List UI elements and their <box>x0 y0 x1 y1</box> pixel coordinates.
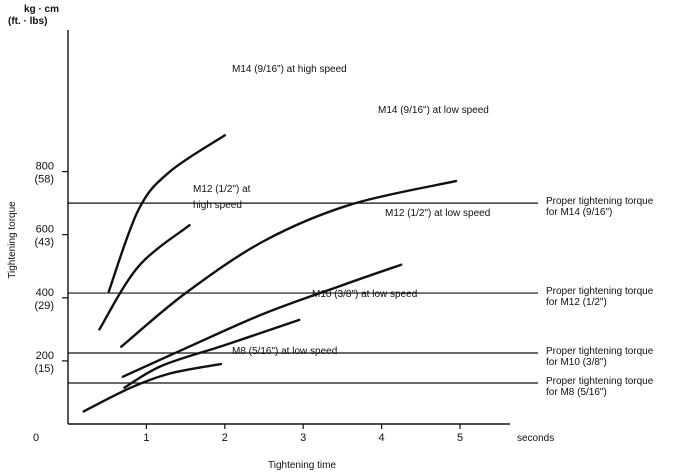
reference-label-line-2: for M10 (3/8") <box>546 357 607 368</box>
x-tick-label: 3 <box>300 432 306 444</box>
y-tick-sublabel: (43) <box>34 237 54 249</box>
series-label: M14 (9/16") at low speed <box>378 105 489 116</box>
series-line <box>107 134 226 293</box>
y-axis-title: Tightening torque <box>7 201 18 279</box>
reference-label-line-1: Proper tightening torque <box>546 346 654 357</box>
x-tick-label: 5 <box>457 432 463 444</box>
series-label: M14 (9/16") at high speed <box>232 64 347 75</box>
series-line <box>120 179 458 348</box>
x-axis-title: Tightening time <box>268 460 336 471</box>
reference-label-line-1: Proper tightening torque <box>546 196 654 207</box>
x-tick-label: 1 <box>143 432 149 444</box>
x-unit-label: seconds <box>517 433 554 444</box>
series-label: high speed <box>193 200 242 211</box>
series-label: M12 (1/2") at <box>193 184 251 195</box>
y-tick-label: 600 <box>36 224 54 236</box>
series-label: M10 (3/8") at low speed <box>312 289 417 300</box>
y-unit-line-1: kg · cm <box>24 4 59 15</box>
series-line <box>123 318 301 389</box>
x-tick-label: 0 <box>33 432 39 444</box>
y-tick-label: 200 <box>36 350 54 362</box>
y-tick-label: 800 <box>36 161 54 173</box>
y-tick-sublabel: (58) <box>34 174 54 186</box>
series-line <box>121 263 403 378</box>
series-label: M12 (1/2") at low speed <box>385 208 490 219</box>
reference-label-line-2: for M14 (9/16") <box>546 207 612 218</box>
reference-label-line-1: Proper tightening torque <box>546 376 654 387</box>
reference-label-line-2: for M12 (1/2") <box>546 297 607 308</box>
y-tick-sublabel: (29) <box>34 300 54 312</box>
series-label: M8 (5/16") at low speed <box>232 346 337 357</box>
reference-label-line-1: Proper tightening torque <box>546 286 654 297</box>
x-tick-label: 2 <box>222 432 228 444</box>
y-tick-label: 400 <box>36 287 54 299</box>
y-tick-sublabel: (15) <box>34 363 54 375</box>
x-tick-label: 4 <box>379 432 385 444</box>
series-line <box>98 224 191 331</box>
y-unit-line-2: (ft. · lbs) <box>8 16 47 27</box>
reference-label-line-2: for M8 (5/16") <box>546 387 607 398</box>
series-line <box>82 362 223 413</box>
